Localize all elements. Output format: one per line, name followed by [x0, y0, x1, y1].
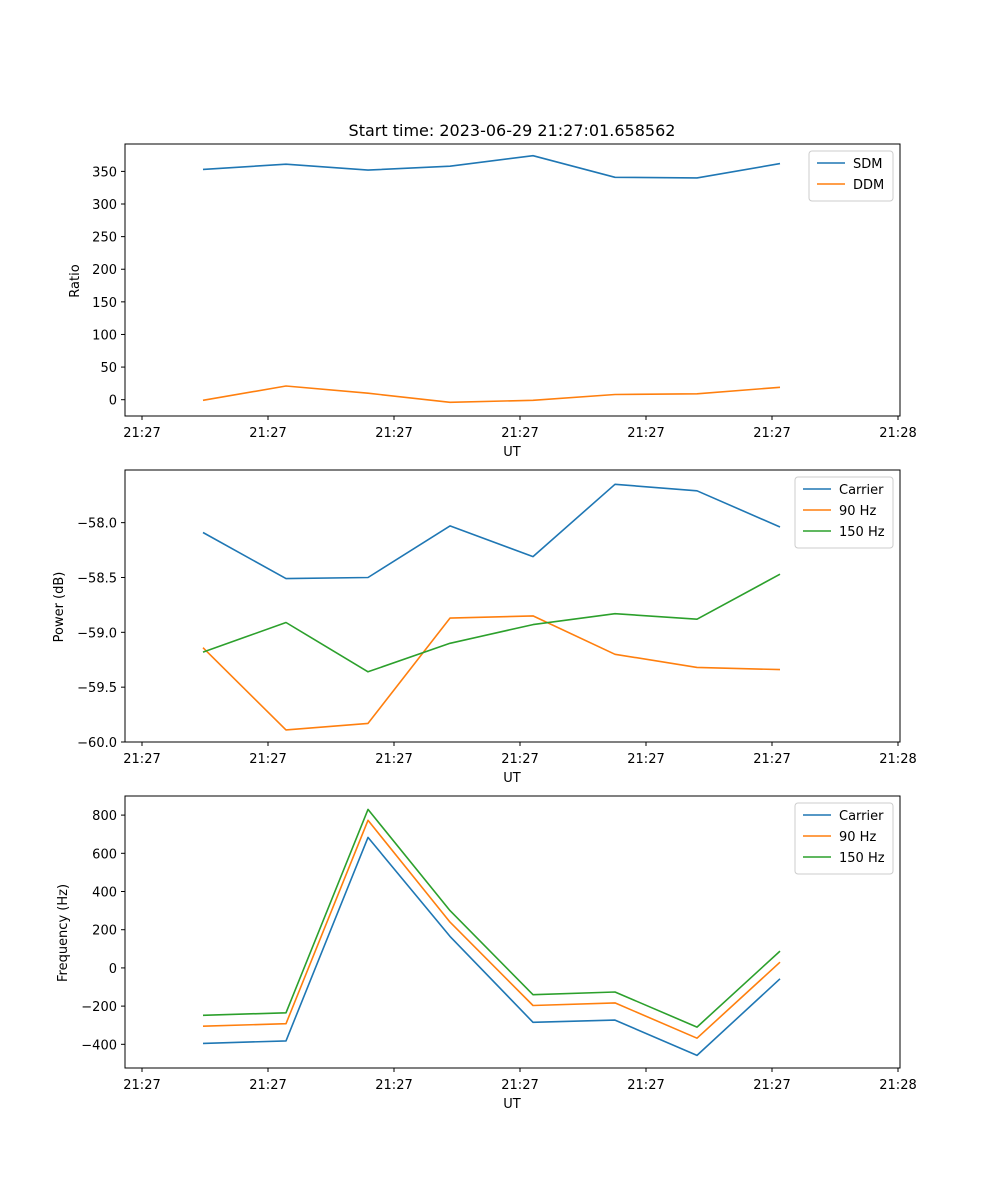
x-tick-label: 21:28	[879, 426, 916, 441]
series-line-ddm	[202, 385, 781, 404]
legend-label: 90 Hz	[839, 504, 876, 519]
y-axis-label: Ratio	[68, 264, 83, 297]
y-tick-label: 50	[100, 361, 117, 376]
x-tick-label: 21:28	[879, 1078, 916, 1093]
x-tick-label: 21:27	[375, 752, 412, 767]
x-tick-label: 21:27	[249, 1078, 286, 1093]
x-axis-label: UT	[503, 445, 521, 460]
x-tick-label: 21:27	[123, 752, 160, 767]
y-tick-label: 300	[92, 198, 117, 213]
x-tick-label: 21:28	[879, 752, 916, 767]
x-tick-label: 21:27	[123, 1078, 160, 1093]
x-tick-label: 21:27	[123, 426, 160, 441]
x-axis-label: UT	[503, 771, 521, 786]
x-axis-label: UT	[503, 1097, 521, 1112]
y-tick-label: 0	[109, 394, 117, 409]
y-tick-label: 200	[92, 924, 117, 939]
y-tick-label: −59.5	[77, 681, 117, 696]
y-axis-label: Frequency (Hz)	[56, 884, 71, 982]
legend-label: DDM	[853, 178, 884, 193]
legend: SDM DDM	[808, 150, 894, 202]
y-axis-label: Power (dB)	[52, 572, 67, 643]
series-line-150-hz	[202, 573, 781, 673]
x-tick-label: 21:27	[249, 426, 286, 441]
x-tick-label: 21:27	[501, 1078, 538, 1093]
y-tick-label: −200	[81, 1000, 117, 1015]
x-tick-label: 21:27	[375, 1078, 412, 1093]
series-line-90-hz	[202, 819, 781, 1039]
legend: Carrier 90 Hz 150 Hz	[794, 476, 894, 549]
plot-frame	[124, 469, 901, 743]
y-tick-label: 150	[92, 296, 117, 311]
x-tick-label: 21:27	[501, 426, 538, 441]
y-tick-label: −59.0	[77, 626, 117, 641]
series-line-carrier	[202, 836, 781, 1057]
y-tick-label: −58.5	[77, 571, 117, 586]
legend-label: 150 Hz	[839, 525, 885, 540]
y-tick-label: 350	[92, 165, 117, 180]
x-tick-label: 21:27	[627, 752, 664, 767]
series-line-90-hz	[202, 615, 781, 731]
y-tick-label: −60.0	[77, 736, 117, 751]
x-tick-label: 21:27	[753, 752, 790, 767]
series-line-150-hz	[202, 808, 781, 1028]
legend: Carrier 90 Hz 150 Hz	[794, 802, 894, 875]
plot-frame	[124, 795, 901, 1069]
y-tick-label: 250	[92, 231, 117, 246]
x-tick-label: 21:27	[627, 426, 664, 441]
y-tick-label: 400	[92, 886, 117, 901]
chart-title: Start time: 2023-06-29 21:27:01.658562	[349, 121, 676, 140]
plot-frame	[124, 143, 901, 417]
legend-label: 90 Hz	[839, 830, 876, 845]
legend-label: SDM	[853, 157, 882, 172]
ratio-panel: Start time: 2023-06-29 21:27:01.658562 U…	[68, 121, 917, 460]
series-line-carrier	[202, 483, 781, 580]
frequency-panel: UT Frequency (Hz) 21:27 21:27 21:27 21:27 21…	[56, 795, 917, 1112]
x-tick-label: 21:27	[627, 1078, 664, 1093]
series-line-sdm	[202, 154, 781, 179]
x-tick-label: 21:27	[753, 426, 790, 441]
x-tick-label: 21:27	[249, 752, 286, 767]
legend-label: 150 Hz	[839, 851, 885, 866]
y-tick-label: 100	[92, 328, 117, 343]
y-tick-label: 0	[109, 962, 117, 977]
y-tick-label: −400	[81, 1038, 117, 1053]
y-tick-label: 600	[92, 847, 117, 862]
x-tick-label: 21:27	[501, 752, 538, 767]
x-tick-label: 21:27	[375, 426, 412, 441]
power-panel: UT Power (dB) 21:27 21:27 21:27 21:27 21:27 2…	[52, 469, 917, 786]
x-tick-label: 21:27	[753, 1078, 790, 1093]
legend-label: Carrier	[839, 809, 884, 824]
y-tick-label: 800	[92, 809, 117, 824]
legend-label: Carrier	[839, 483, 884, 498]
y-tick-label: 200	[92, 263, 117, 278]
y-tick-label: −58.0	[77, 517, 117, 532]
